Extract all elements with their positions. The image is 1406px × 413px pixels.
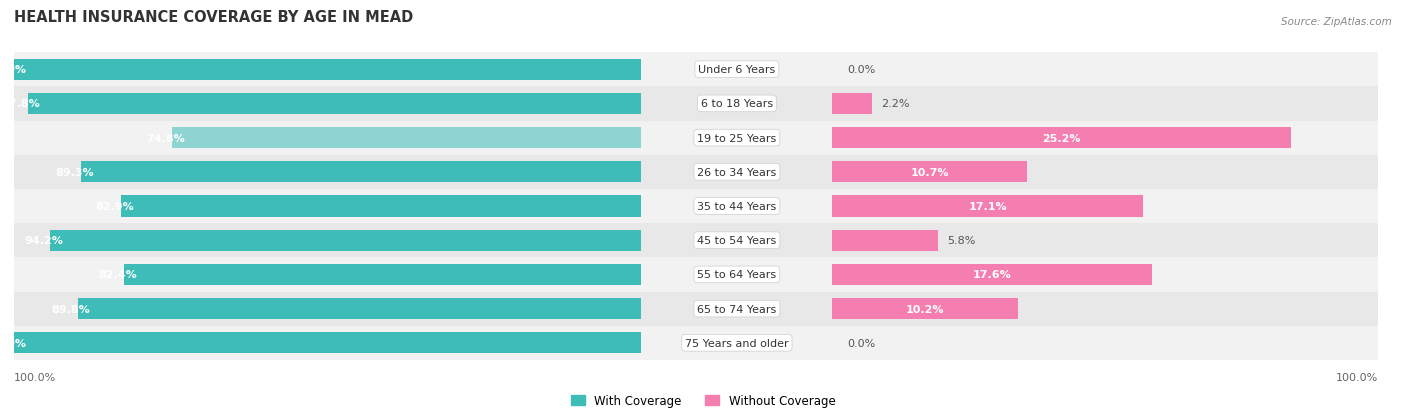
Text: 100.0%: 100.0% bbox=[1336, 372, 1378, 382]
Bar bbox=[0, 155, 1406, 190]
Bar bbox=[0, 155, 1406, 190]
Bar bbox=[832, 264, 1153, 285]
Text: 65 to 74 Years: 65 to 74 Years bbox=[697, 304, 776, 314]
Text: 5.8%: 5.8% bbox=[946, 236, 976, 246]
Bar bbox=[0, 292, 1406, 326]
Bar bbox=[0, 121, 1406, 155]
Text: 74.8%: 74.8% bbox=[146, 133, 184, 143]
Bar bbox=[0, 326, 1406, 360]
Text: 100.0%: 100.0% bbox=[0, 338, 27, 348]
Bar bbox=[832, 298, 1018, 319]
Text: HEALTH INSURANCE COVERAGE BY AGE IN MEAD: HEALTH INSURANCE COVERAGE BY AGE IN MEAD bbox=[14, 10, 413, 25]
Text: 26 to 34 Years: 26 to 34 Years bbox=[697, 167, 776, 177]
Bar bbox=[0, 223, 1406, 258]
Text: 55 to 64 Years: 55 to 64 Years bbox=[697, 270, 776, 280]
Text: 2.2%: 2.2% bbox=[882, 99, 910, 109]
Bar bbox=[51, 230, 641, 251]
Bar bbox=[82, 162, 641, 183]
Text: 75 Years and older: 75 Years and older bbox=[685, 338, 789, 348]
Bar bbox=[14, 59, 641, 81]
Bar bbox=[832, 230, 938, 251]
Bar bbox=[0, 121, 1406, 155]
Text: 19 to 25 Years: 19 to 25 Years bbox=[697, 133, 776, 143]
Text: 82.4%: 82.4% bbox=[98, 270, 136, 280]
Bar bbox=[14, 332, 641, 354]
Bar bbox=[832, 162, 1026, 183]
Legend: With Coverage, Without Coverage: With Coverage, Without Coverage bbox=[571, 394, 835, 407]
Bar bbox=[0, 87, 1406, 121]
Text: 10.7%: 10.7% bbox=[911, 167, 949, 177]
Bar bbox=[172, 128, 641, 149]
Bar bbox=[0, 223, 1406, 258]
Text: 45 to 54 Years: 45 to 54 Years bbox=[697, 236, 776, 246]
Text: 100.0%: 100.0% bbox=[14, 372, 56, 382]
Bar bbox=[0, 53, 1406, 87]
Text: 0.0%: 0.0% bbox=[846, 65, 875, 75]
Text: Under 6 Years: Under 6 Years bbox=[699, 65, 776, 75]
Bar bbox=[0, 155, 1406, 190]
Bar bbox=[121, 196, 641, 217]
Bar bbox=[832, 196, 1143, 217]
Bar bbox=[832, 94, 872, 115]
Text: 17.6%: 17.6% bbox=[973, 270, 1012, 280]
Text: 6 to 18 Years: 6 to 18 Years bbox=[700, 99, 773, 109]
Bar bbox=[0, 258, 1406, 292]
Bar bbox=[0, 53, 1406, 87]
Bar bbox=[28, 94, 641, 115]
Bar bbox=[0, 223, 1406, 258]
Text: 35 to 44 Years: 35 to 44 Years bbox=[697, 202, 776, 211]
Bar bbox=[0, 87, 1406, 121]
Bar bbox=[0, 258, 1406, 292]
Text: Source: ZipAtlas.com: Source: ZipAtlas.com bbox=[1281, 17, 1392, 26]
Bar bbox=[125, 264, 641, 285]
Bar bbox=[0, 190, 1406, 223]
Text: 100.0%: 100.0% bbox=[0, 65, 27, 75]
Bar bbox=[0, 326, 1406, 360]
Bar bbox=[0, 326, 1406, 360]
Text: 94.2%: 94.2% bbox=[24, 236, 63, 246]
Bar bbox=[0, 190, 1406, 223]
Text: 25.2%: 25.2% bbox=[1042, 133, 1081, 143]
Bar bbox=[0, 121, 1406, 155]
Text: 89.3%: 89.3% bbox=[55, 167, 94, 177]
Bar bbox=[0, 292, 1406, 326]
Text: 10.2%: 10.2% bbox=[905, 304, 945, 314]
Text: 89.8%: 89.8% bbox=[52, 304, 90, 314]
Bar bbox=[0, 292, 1406, 326]
Bar bbox=[79, 298, 641, 319]
Bar bbox=[832, 128, 1291, 149]
Text: 97.8%: 97.8% bbox=[1, 99, 41, 109]
Text: 17.1%: 17.1% bbox=[969, 202, 1007, 211]
Bar bbox=[0, 87, 1406, 121]
Text: 82.9%: 82.9% bbox=[96, 202, 134, 211]
Bar bbox=[0, 190, 1406, 223]
Text: 0.0%: 0.0% bbox=[846, 338, 875, 348]
Bar bbox=[0, 258, 1406, 292]
Bar bbox=[0, 53, 1406, 87]
